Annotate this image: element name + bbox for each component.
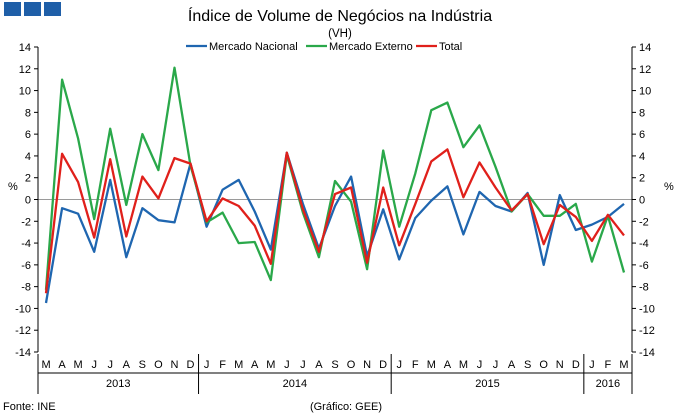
x-tick-label: O bbox=[347, 359, 356, 371]
y-tick-label-left: 14 bbox=[19, 42, 31, 54]
y-tick-label-right: 10 bbox=[639, 86, 651, 98]
x-tick-label: J bbox=[300, 359, 306, 371]
x-tick-label: S bbox=[524, 359, 531, 371]
x-tick-label: A bbox=[58, 359, 66, 371]
y-tick-label-right: 14 bbox=[639, 42, 651, 54]
x-tick-label: N bbox=[363, 359, 371, 371]
y-axis-right: 14 12 10 8 6 4 2 0 -2 -4 -6 -8 -10 -12 -14 bbox=[632, 42, 655, 359]
y-tick-label-right: 2 bbox=[639, 173, 645, 185]
y-tick-label-left: 4 bbox=[25, 151, 31, 163]
y-tick-label-right: -14 bbox=[639, 347, 655, 359]
x-tick-label: O bbox=[154, 359, 163, 371]
x-tick-label: M bbox=[459, 359, 468, 371]
footer-credit: (Gráfico: GEE) bbox=[310, 401, 382, 413]
y-tick-label-right: 0 bbox=[639, 195, 645, 207]
logo-square-1 bbox=[4, 2, 21, 16]
x-tick-label: D bbox=[572, 359, 580, 371]
x-tick-label: O bbox=[539, 359, 548, 371]
y-tick-label-left: -8 bbox=[21, 282, 31, 294]
x-axis: M A M J J A S O N D J F M A M J J A S O N D J F M A M J J A S O N D J F M201… bbox=[37, 354, 633, 394]
logo-square-2 bbox=[24, 2, 41, 16]
y-tick-label-left: 6 bbox=[25, 129, 31, 141]
x-tick-label: A bbox=[508, 359, 516, 371]
legend: Mercado Nacional Mercado Externo Total bbox=[186, 41, 462, 53]
x-tick-label: A bbox=[251, 359, 259, 371]
series-line-mercado-externo bbox=[44, 66, 626, 290]
x-tick-label: N bbox=[556, 359, 564, 371]
x-tick-label: A bbox=[123, 359, 131, 371]
year-label: 2014 bbox=[283, 378, 307, 390]
y-tick-label-left: -4 bbox=[21, 238, 31, 250]
y-tick-label-right: -10 bbox=[639, 303, 655, 315]
x-tick-label: A bbox=[315, 359, 323, 371]
x-tick-label: J bbox=[396, 359, 402, 371]
y-tick-label-right: -12 bbox=[639, 325, 655, 337]
x-tick-label: J bbox=[589, 359, 595, 371]
x-tick-label: F bbox=[605, 359, 612, 371]
x-tick-label: M bbox=[234, 359, 243, 371]
y-tick-label-left: 2 bbox=[25, 173, 31, 185]
y-tick-label-left: -12 bbox=[15, 325, 31, 337]
y-tick-label-right: -2 bbox=[639, 216, 649, 228]
legend-label: Total bbox=[439, 41, 462, 53]
y-tick-label-left: -6 bbox=[21, 260, 31, 272]
x-tick-label: F bbox=[219, 359, 226, 371]
y-axis-label-right: % bbox=[664, 181, 674, 193]
x-tick-label: M bbox=[266, 359, 275, 371]
y-tick-label-left: -14 bbox=[15, 347, 31, 359]
y-tick-label-right: -6 bbox=[639, 260, 649, 272]
x-tick-label: M bbox=[427, 359, 436, 371]
year-label: 2015 bbox=[475, 378, 499, 390]
x-tick-label: D bbox=[379, 359, 387, 371]
x-tick-label: N bbox=[170, 359, 178, 371]
x-tick-label: D bbox=[187, 359, 195, 371]
x-tick-label: J bbox=[107, 359, 113, 371]
x-tick-label: A bbox=[444, 359, 452, 371]
y-tick-label-left: 0 bbox=[25, 195, 31, 207]
logo-square-3 bbox=[44, 2, 61, 16]
x-tick-label: S bbox=[331, 359, 338, 371]
x-tick-label: F bbox=[412, 359, 419, 371]
y-tick-label-right: 12 bbox=[639, 64, 651, 76]
x-tick-label: M bbox=[74, 359, 83, 371]
x-tick-label: M bbox=[41, 359, 50, 371]
series-line-total bbox=[44, 148, 625, 294]
year-label: 2016 bbox=[596, 378, 620, 390]
year-label: 2013 bbox=[106, 378, 130, 390]
y-axis-label-left: % bbox=[8, 181, 18, 193]
x-tick-label: S bbox=[139, 359, 146, 371]
y-tick-label-right: 8 bbox=[639, 107, 645, 119]
y-tick-label-right: 6 bbox=[639, 129, 645, 141]
y-tick-label-left: 12 bbox=[19, 64, 31, 76]
x-tick-label: J bbox=[204, 359, 210, 371]
legend-label: Mercado Nacional bbox=[209, 41, 298, 53]
y-tick-label-right: -4 bbox=[639, 238, 649, 250]
legend-label: Mercado Externo bbox=[329, 41, 413, 53]
y-tick-label-left: -2 bbox=[21, 216, 31, 228]
footer-source: Fonte: INE bbox=[3, 401, 56, 413]
x-tick-label: M bbox=[619, 359, 628, 371]
x-tick-label: J bbox=[91, 359, 97, 371]
y-tick-label-left: 8 bbox=[25, 107, 31, 119]
x-tick-label: J bbox=[477, 359, 483, 371]
y-tick-label-right: 4 bbox=[639, 151, 645, 163]
y-tick-label-left: 10 bbox=[19, 86, 31, 98]
x-tick-label: J bbox=[284, 359, 290, 371]
chart-subtitle: (VH) bbox=[328, 28, 352, 40]
logo-squares bbox=[4, 2, 61, 16]
chart-title: Índice de Volume de Negócios na Indústri… bbox=[188, 6, 492, 25]
x-tick-label: J bbox=[493, 359, 499, 371]
y-tick-label-left: -10 bbox=[15, 303, 31, 315]
y-axis-left: 14 12 10 8 6 4 2 0 -2 -4 -6 -8 -10 -12 -14 bbox=[15, 42, 38, 359]
y-tick-label-right: -8 bbox=[639, 282, 649, 294]
series-lines bbox=[44, 66, 626, 304]
